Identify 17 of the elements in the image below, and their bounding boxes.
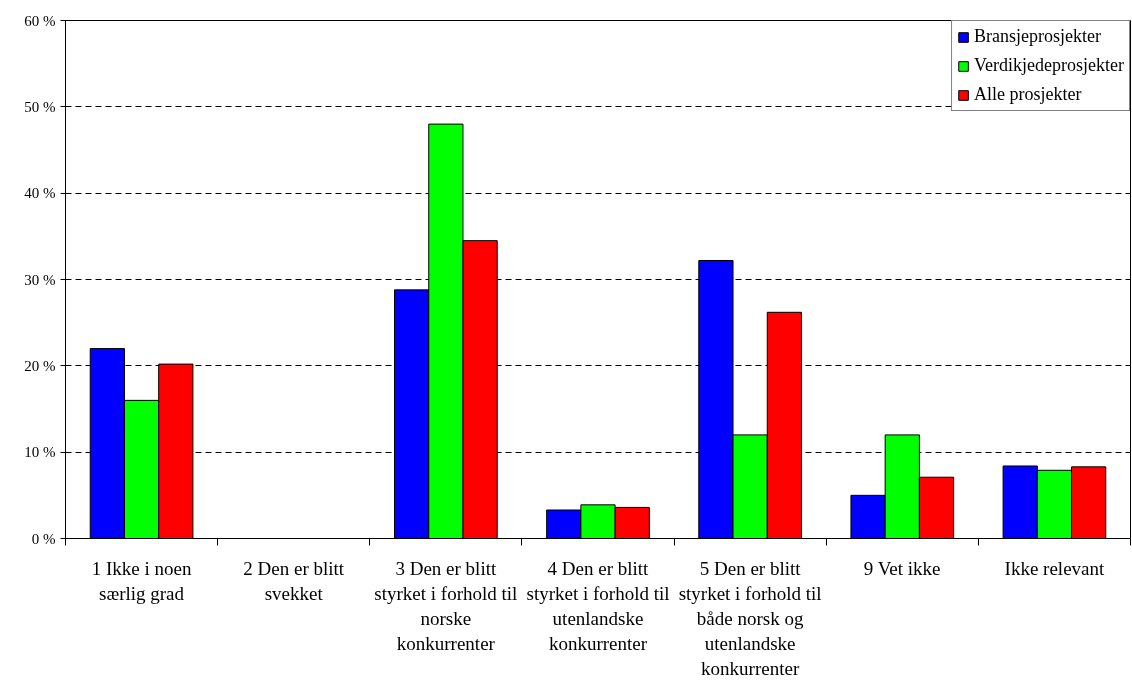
- x-tick-label: Ikke relevant: [1004, 557, 1105, 579]
- y-tick-label: 60 %: [24, 12, 56, 29]
- legend-label: Verdikjedeprosjekter: [974, 55, 1124, 76]
- x-tick-label: 1 Ikke i noen særlig grad: [91, 557, 192, 604]
- legend-label: Bransjeprosjekter: [974, 26, 1102, 47]
- x-tick-label: 5 Den er blitt styrket i forhold til både norsk og utenlandske konkurrenter: [678, 557, 822, 680]
- y-tick-label: 10 %: [24, 444, 56, 461]
- y-tick-label: 20 %: [24, 357, 56, 374]
- y-tick-label: 40 %: [24, 185, 56, 202]
- x-tick-label: 4 Den er blitt styrket i forhold til utenlandske konkurrenter: [526, 557, 670, 655]
- x-tick-label: 2 Den er blitt svekket: [243, 557, 345, 604]
- y-tick-label: 0 %: [31, 530, 56, 547]
- y-tick-label: 30 %: [24, 271, 56, 288]
- x-tick-label: 9 Vet ikke: [863, 557, 941, 579]
- x-tick-label: 3 Den er blitt styrket i forhold til norske konkurrenter: [374, 557, 518, 655]
- legend-label: Alle prosjekter: [974, 84, 1082, 105]
- y-tick-label: 50 %: [24, 98, 56, 115]
